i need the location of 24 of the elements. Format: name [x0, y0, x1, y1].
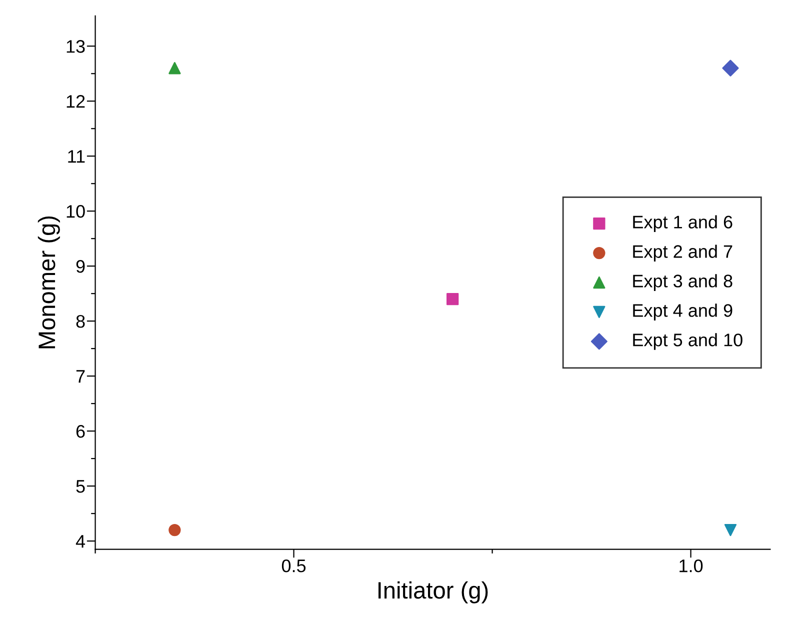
legend-label: Expt 5 and 10 [633, 333, 742, 350]
y-tick-label: 10 [66, 205, 85, 218]
legend-label: Expt 3 and 8 [633, 274, 732, 291]
y-tick-label: 13 [66, 40, 85, 53]
y-tick-label: 12 [66, 95, 85, 108]
legend-label: Expt 2 and 7 [633, 244, 732, 262]
point [168, 524, 181, 536]
x-tick-label: 1.0 [680, 559, 703, 572]
y-axis-title: Monomer (g) [38, 216, 60, 348]
y-tick-label: 11 [68, 150, 85, 163]
y-tick-label: 4 [76, 535, 86, 548]
y-tick-label: 5 [76, 480, 85, 493]
point [168, 62, 181, 74]
legend-label: Expt 4 and 9 [633, 304, 732, 320]
point [724, 524, 737, 536]
y-tick-label: 7 [76, 370, 85, 383]
y-tick-label: 6 [76, 424, 85, 438]
x-tick-label: 0.5 [282, 559, 306, 572]
point [446, 293, 459, 306]
legend-label: Expt 1 and 6 [633, 215, 732, 232]
x-axis-title: Initiator (g) [378, 581, 488, 604]
y-tick-label: 9 [76, 260, 85, 273]
point [722, 60, 739, 76]
y-tick-label: 8 [76, 315, 85, 328]
